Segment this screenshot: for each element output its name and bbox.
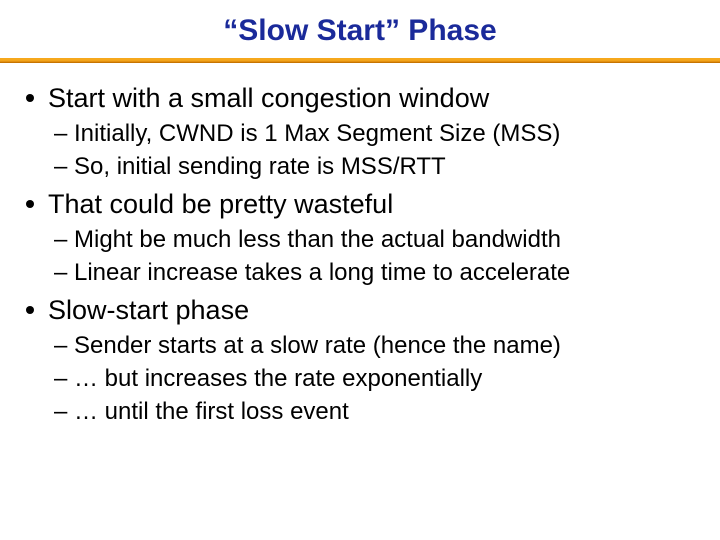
bullet-l2: – Linear increase takes a long time to a… <box>22 257 698 288</box>
dash-icon: – <box>54 396 67 427</box>
bullet-l1: That could be pretty wasteful <box>22 188 698 222</box>
bullet-l2-text: So, initial sending rate is MSS/RTT <box>74 153 446 180</box>
bullet-l2-text: Initially, CWND is 1 Max Segment Size (M… <box>74 120 560 147</box>
disc-icon <box>26 306 34 314</box>
bullet-l2: – So, initial sending rate is MSS/RTT <box>22 151 698 182</box>
bullet-l2: – Initially, CWND is 1 Max Segment Size … <box>22 118 698 149</box>
slide-body: Start with a small congestion window – I… <box>0 62 720 428</box>
dash-icon: – <box>54 118 67 149</box>
disc-icon <box>26 94 34 102</box>
bullet-l1-text: Slow-start phase <box>48 295 249 325</box>
dash-icon: – <box>54 257 67 288</box>
slide-title: “Slow Start” Phase <box>0 0 720 58</box>
bullet-l1: Start with a small congestion window <box>22 82 698 116</box>
dash-icon: – <box>54 151 67 182</box>
bullet-l1-text: Start with a small congestion window <box>48 83 489 113</box>
bullet-l1: Slow-start phase <box>22 294 698 328</box>
dash-icon: – <box>54 330 67 361</box>
disc-icon <box>26 200 34 208</box>
bullet-l2: – … but increases the rate exponentially <box>22 363 698 394</box>
bullet-l2-text: Might be much less than the actual bandw… <box>74 226 561 253</box>
bullet-l2-text: … until the first loss event <box>74 398 349 425</box>
bullet-l2: – Might be much less than the actual ban… <box>22 224 698 255</box>
bullet-l2-text: … but increases the rate exponentially <box>74 365 482 392</box>
bullet-l2: – … until the first loss event <box>22 396 698 427</box>
bullet-l2-text: Linear increase takes a long time to acc… <box>74 259 570 286</box>
bullet-l2-text: Sender starts at a slow rate (hence the … <box>74 332 561 359</box>
bullet-l2: – Sender starts at a slow rate (hence th… <box>22 330 698 361</box>
dash-icon: – <box>54 363 67 394</box>
dash-icon: – <box>54 224 67 255</box>
slide: “Slow Start” Phase Start with a small co… <box>0 0 720 540</box>
bullet-l1-text: That could be pretty wasteful <box>48 189 393 219</box>
